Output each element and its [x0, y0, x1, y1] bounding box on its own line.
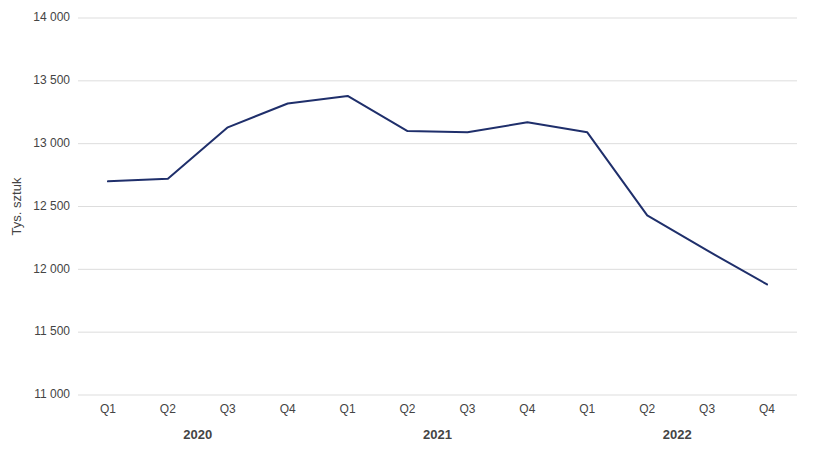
x-axis: Q1 Q2 Q3 Q4 Q1 Q2 Q3 Q4 Q1 Q2 Q3 Q4 2020 2021 2022	[100, 402, 775, 442]
y-tick-label: 13 500	[33, 73, 70, 87]
x-tick-label: Q2	[639, 402, 655, 416]
x-tick-label: Q2	[400, 402, 416, 416]
grid-line	[78, 332, 797, 333]
x-tick-label: Q3	[220, 402, 236, 416]
grid-line	[78, 80, 797, 81]
x-tick-label: Q3	[459, 402, 475, 416]
annotation: 2020	[183, 427, 212, 442]
annotation: 2022	[663, 427, 692, 442]
x-tick-label: Q2	[160, 402, 176, 416]
grid-line	[78, 143, 797, 144]
grid-line	[78, 18, 797, 19]
y-tick-label: 12 000	[33, 262, 70, 276]
chart-container: 11 000 11 500 12 000 12 500 13 000 13 500 14 0…	[0, 0, 819, 461]
plot-area	[108, 96, 767, 285]
y-tick-label: 11 500	[34, 324, 70, 338]
grid-line	[78, 395, 797, 396]
y-axis: 11 000 11 500 12 000 12 500 13 000 13 500 14 0…	[33, 10, 70, 401]
grid	[78, 18, 797, 395]
grid-line	[78, 269, 797, 270]
y-tick-label: 11 000	[34, 387, 70, 401]
y-tick-label: 14 000	[33, 10, 70, 24]
annotation: 2021	[423, 427, 452, 442]
x-tick-label: Q4	[280, 402, 296, 416]
x-tick-label: Q1	[340, 402, 356, 416]
y-tick-label: 13 000	[33, 136, 70, 150]
x-tick-label: Q4	[519, 402, 535, 416]
grid-line	[78, 206, 797, 207]
line	[108, 96, 767, 285]
x-tick-label: Q4	[759, 402, 775, 416]
x-tick-label: Q1	[100, 402, 116, 416]
x-tick-label: Q3	[699, 402, 715, 416]
y-axis-label: Tys. sztuk	[9, 177, 24, 235]
chart: 11 000 11 500 12 000 12 500 13 000 13 500 14 0…	[0, 0, 819, 461]
y-tick-label: 12 500	[33, 199, 70, 213]
x-tick-label: Q1	[579, 402, 595, 416]
